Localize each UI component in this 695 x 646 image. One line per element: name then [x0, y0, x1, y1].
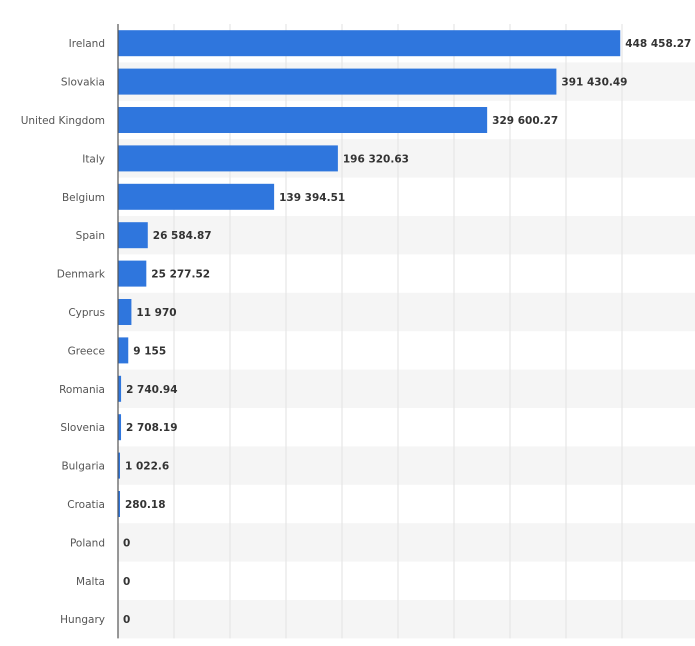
bar[interactable] [118, 375, 122, 402]
value-label: 0 [123, 576, 130, 588]
bar[interactable] [118, 299, 132, 325]
row-bands [118, 62, 695, 639]
value-label: 139 394.51 [279, 192, 345, 204]
category-label: Hungary [60, 614, 105, 626]
bar[interactable] [118, 222, 148, 249]
bar[interactable] [118, 145, 338, 172]
value-label: 2 708.19 [126, 422, 177, 434]
value-label: 25 277.52 [151, 269, 210, 281]
bar[interactable] [118, 30, 621, 57]
bar[interactable] [118, 107, 488, 133]
category-label: Denmark [57, 269, 106, 281]
value-label: 196 320.63 [343, 153, 409, 165]
value-label: 26 584.87 [153, 230, 212, 242]
category-label: Slovenia [60, 422, 105, 434]
value-labels: 448 458.27 391 430.49 329 600.27 196 320.63… [123, 38, 691, 626]
bar[interactable] [118, 414, 122, 441]
category-label: Bulgaria [61, 461, 105, 473]
row-band [118, 600, 695, 639]
bars [118, 30, 621, 517]
value-label: 280.18 [125, 499, 166, 511]
bar[interactable] [118, 337, 129, 364]
value-label: 448 458.27 [625, 38, 691, 50]
category-label: Belgium [62, 192, 105, 204]
category-label: Malta [76, 576, 105, 588]
category-label: Romania [59, 384, 105, 396]
bar[interactable] [118, 491, 120, 517]
value-label: 2 740.94 [126, 384, 177, 396]
bar[interactable] [118, 260, 147, 287]
category-label: Cyprus [68, 307, 105, 319]
category-labels: Ireland Slovakia United Kingdom Italy Belgiu… [21, 38, 106, 626]
bar[interactable] [118, 183, 275, 210]
category-label: Ireland [69, 38, 105, 50]
value-label: 0 [123, 537, 130, 549]
row-band [118, 369, 695, 408]
value-label: 1 022.6 [125, 461, 169, 473]
value-label: 9 155 [133, 345, 166, 357]
value-label: 11 970 [136, 307, 176, 319]
bar[interactable] [118, 452, 120, 479]
category-label: Spain [76, 230, 105, 242]
category-label: United Kingdom [21, 115, 105, 127]
value-label: 391 430.49 [561, 77, 627, 89]
bar[interactable] [118, 68, 557, 95]
value-label: 0 [123, 614, 130, 626]
row-band [118, 446, 695, 485]
category-label: Greece [68, 345, 105, 357]
category-label: Croatia [67, 499, 105, 511]
value-label: 329 600.27 [492, 115, 558, 127]
row-band [118, 216, 695, 255]
category-label: Slovakia [61, 77, 105, 89]
row-band [118, 292, 695, 332]
category-label: Poland [70, 537, 105, 549]
category-label: Italy [82, 153, 105, 165]
row-band [118, 523, 695, 562]
